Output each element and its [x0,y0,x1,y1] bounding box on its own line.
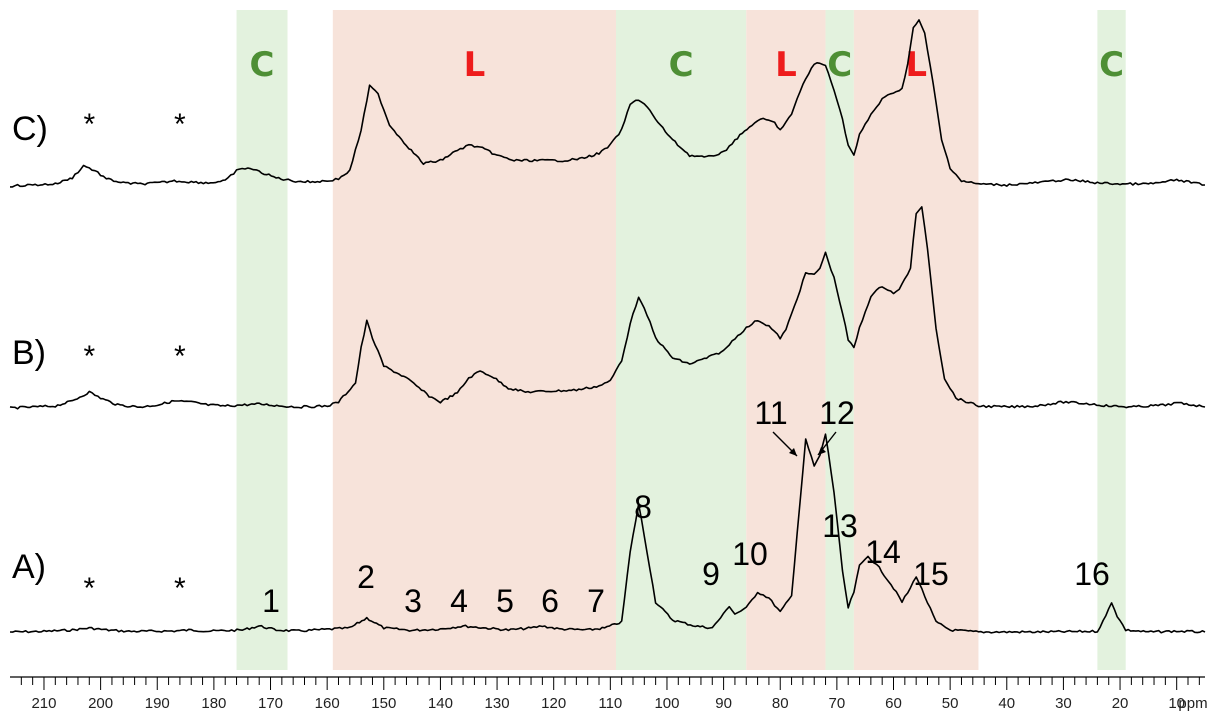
tick-label-110: 110 [598,695,622,712]
tick-label-140: 140 [428,695,453,712]
peak-label-14: 14 [865,534,901,570]
x-axis-unit-label: ppm [1178,695,1207,712]
peak-label-2: 2 [357,559,375,595]
peak-label-9: 9 [702,556,720,592]
peak-label-5: 5 [496,583,514,619]
spectrum-trace-A [9,433,1206,634]
band-L-5 [853,10,979,670]
asterisk-B-0: * [83,340,95,373]
peak-label-1: 1 [262,583,280,619]
tick-label-90: 90 [715,695,732,712]
peak-label-11: 11 [754,395,787,431]
asterisk-B-1: * [174,340,186,373]
tick-label-30: 30 [1055,695,1072,712]
band-C-2 [615,10,747,670]
tick-label-120: 120 [541,695,566,712]
peak-label-3: 3 [404,583,422,619]
peak-label-15: 15 [913,556,949,592]
tick-label-170: 170 [258,695,283,712]
peak-label-8: 8 [634,489,652,525]
tick-label-10: 10 [1168,695,1185,712]
series-label-B: B) [12,334,46,372]
tick-label-50: 50 [942,695,959,712]
spectrum-trace-C [10,19,1206,188]
arrowhead-12 [818,447,826,455]
band-L-1 [332,10,616,670]
band-C-4 [825,10,854,670]
peak-label-7: 7 [587,583,605,619]
peak-label-13: 13 [822,508,858,544]
tick-label-70: 70 [829,695,846,712]
asterisk-C-0: * [83,108,95,141]
band-C-0 [236,10,288,670]
band-label-C-2: C [669,45,694,85]
tick-label-200: 200 [88,695,113,712]
asterisk-A-0: * [83,572,95,605]
spectrum-traces [9,19,1206,634]
asterisk-A-1: * [174,572,186,605]
tick-label-210: 210 [31,695,56,712]
peak-label-16: 16 [1074,556,1110,592]
band-label-L-1: L [464,45,486,85]
band-C-6 [1097,10,1126,670]
series-label-C: C) [12,110,48,148]
arrowhead-11 [789,448,797,456]
tick-label-40: 40 [998,695,1015,712]
band-label-L-3: L [775,45,797,85]
series-label-A: A) [12,548,46,586]
tick-label-100: 100 [654,695,679,712]
tick-label-160: 160 [315,695,340,712]
peak-label-10: 10 [732,536,768,572]
band-label-C-4: C [827,45,852,85]
band-label-C-6: C [1099,45,1124,85]
band-label-L-5: L [905,45,927,85]
tick-label-80: 80 [772,695,789,712]
x-axis: 210 200 190 180 170 160 150 140 130 120 110 100 90 80… [10,676,1208,712]
tick-label-60: 60 [885,695,902,712]
peak-label-12: 12 [819,395,855,431]
tick-label-130: 130 [485,695,510,712]
band-label-C-0: C [250,45,275,85]
spectrum-trace-B [9,206,1206,410]
peak-label-6: 6 [541,583,559,619]
tick-label-190: 190 [145,695,170,712]
tick-label-20: 20 [1112,695,1129,712]
tick-label-150: 150 [371,695,396,712]
tick-label-180: 180 [201,695,226,712]
asterisk-C-1: * [174,108,186,141]
peak-label-4: 4 [450,583,468,619]
